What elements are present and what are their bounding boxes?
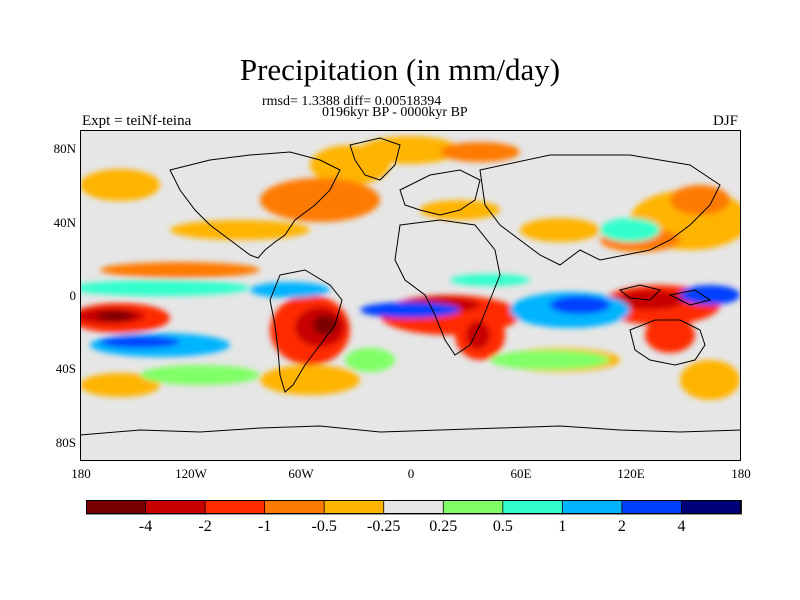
colorbar-label: -2 [198,518,212,535]
lat-tick-label: 0 [69,288,77,303]
anomaly-patch [260,365,360,395]
colorbar [86,500,742,515]
colorbar-label: 0.25 [429,518,458,535]
colorbar-label: 0.5 [492,518,513,535]
colorbar-swatch [204,500,266,515]
period-line: 0196kyr BP - 0000kyr BP [322,105,468,120]
colorbar-swatch [86,500,147,515]
lon-tick-label: 120W [175,466,207,481]
anomaly-patch [250,282,330,298]
anomaly-patch [140,365,260,385]
colorbar-label: -4 [138,518,153,535]
lon-tick-label: 60W [288,466,314,481]
lon-tick-label: 180 [731,466,751,481]
colorbar-swatch [681,500,742,515]
anomaly-patch [80,373,160,397]
anomaly-patch [345,348,395,372]
anomaly-patch [97,311,133,321]
coastline [269,269,343,393]
coastline [169,151,341,259]
lon-tick-label: 120E [617,466,645,481]
lat-tick-label: 40N [53,215,76,230]
coastline [80,425,741,436]
anomaly-patch [313,315,337,335]
lat-tick-label: 80S [55,435,76,450]
colorbar-swatch [621,500,683,515]
coastline [349,137,401,181]
coastlines [80,137,741,436]
coastline [479,154,721,266]
map-title: Precipitation (in mm/day) [239,52,561,87]
colorbar-swatch [383,500,445,515]
anomaly-patch [450,274,530,286]
anomaly-patch [600,218,660,242]
colorbar-swatch [442,500,504,515]
colorbar-swatch [323,500,385,515]
colorbar-label: 1 [558,518,567,535]
anomaly-patch [100,336,180,348]
anomaly-patch [550,296,610,314]
anomaly-patch [310,145,390,185]
colorbar-label: -1 [257,518,272,535]
colorbar-label: -0.5 [311,518,337,535]
lat-tick-label: 40S [55,361,76,376]
anomaly-patch [680,285,740,305]
coastline [618,284,661,301]
anomaly-patch [170,220,310,240]
anomaly-patch [670,185,730,215]
stats-line: rmsd= 1.3388 diff= 0.00518394 [262,94,442,109]
colorbar-swatch [145,500,206,515]
coastline [668,289,712,306]
coastline [399,169,481,216]
anomaly-patch [645,317,695,353]
lon-tick-label: 60E [510,466,532,481]
colorbar-swatch [264,500,326,515]
precipitation-map [80,130,741,461]
experiment-label: Expt = teiNf-teina [82,113,192,129]
coastline [629,319,706,366]
anomaly-patch [80,169,160,201]
anomaly-patch [360,302,460,318]
anomaly-patch [680,360,740,400]
anomaly-patch [80,280,250,296]
colorbar-swatch [561,500,623,515]
lon-tick-label: 180 [71,466,91,481]
anomaly-patch [520,218,600,242]
lat-tick-label: 80N [53,141,76,156]
coastline [394,219,501,356]
colorbar-swatch [502,500,564,515]
colorbar-label: 2 [617,518,626,535]
colorbar-label: -0.25 [367,518,401,535]
map-frame [80,130,741,461]
anomaly-patch [440,142,520,162]
season-label: DJF [712,113,738,129]
lon-tick-label: 0 [407,466,415,481]
anomaly-patch [490,350,610,370]
colorbar-label: 4 [677,518,686,535]
anomaly-patch [100,262,260,278]
